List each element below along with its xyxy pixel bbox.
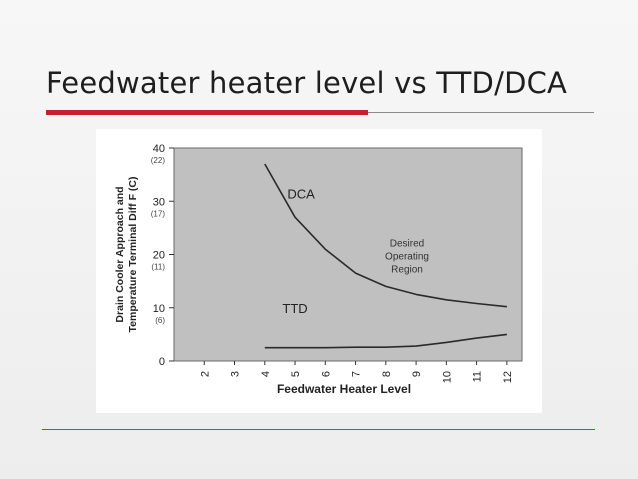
- series-layer: [264, 163, 507, 349]
- series-line-ttd: [264, 333, 507, 349]
- y-tick-sublabel: (22): [151, 156, 166, 165]
- x-tick-label: 11: [472, 371, 484, 382]
- y-axis-label-line: Drain Cooler Approach and: [114, 186, 126, 322]
- slide-title: Feedwater heater level vs TTD/DCA: [46, 66, 568, 100]
- plot-area: [173, 147, 523, 362]
- x-tick-label: 8: [381, 371, 393, 377]
- annotation-layer: DCA TTD Desired Operating Region: [282, 187, 429, 316]
- annotation-desired-operating-region-line: Region: [391, 265, 423, 276]
- y-tick-label: 0: [159, 356, 165, 368]
- title-accent-bar: [46, 110, 368, 115]
- x-tick-label: 5: [290, 371, 302, 377]
- bottom-divider: [42, 429, 595, 430]
- annotation-desired-operating-region-line: Operating: [385, 252, 429, 263]
- x-tick-label: 6: [320, 371, 332, 377]
- x-tick-label: 3: [230, 371, 242, 377]
- x-tick-label: 9: [411, 371, 423, 377]
- y-tick-sublabel: (17): [151, 209, 166, 218]
- series-line-dca: [264, 163, 507, 308]
- x-tick-label: 2: [199, 371, 211, 377]
- chart-svg: 40(22)30(17)20(11)10(6)02 3 4 5 6 7 8 9 10 11 12Fe…: [114, 143, 523, 396]
- x-tick-label: 4: [260, 371, 272, 377]
- y-tick-label: 30: [153, 196, 165, 208]
- x-tick-label: 12: [502, 371, 514, 383]
- y-tick-label: 20: [153, 250, 165, 262]
- x-tick-label: 10: [441, 371, 453, 383]
- annotation-dca: DCA: [287, 187, 315, 202]
- axes-layer: 40(22)30(17)20(11)10(6)02 3 4 5 6 7 8 9 10 11 12Fe…: [114, 143, 514, 396]
- x-axis-label: Feedwater Heater Level: [277, 382, 411, 396]
- x-tick-label: 7: [351, 371, 363, 377]
- annotation-desired-operating-region-line: Desired: [390, 239, 424, 250]
- chart-figure: 40 (22) 30 (17) 20 (11) 10 (6) 0 2 3 4 5 6 7 8 9 10 11 12 Fe…: [96, 129, 542, 413]
- y-axis-label-line: Temperature Terminal Diff F (C): [127, 177, 139, 333]
- y-tick-label: 40: [153, 143, 165, 155]
- y-tick-label: 10: [153, 303, 165, 315]
- y-tick-sublabel: (6): [155, 316, 165, 325]
- y-tick-sublabel: (11): [151, 263, 165, 272]
- annotation-ttd: TTD: [282, 301, 307, 316]
